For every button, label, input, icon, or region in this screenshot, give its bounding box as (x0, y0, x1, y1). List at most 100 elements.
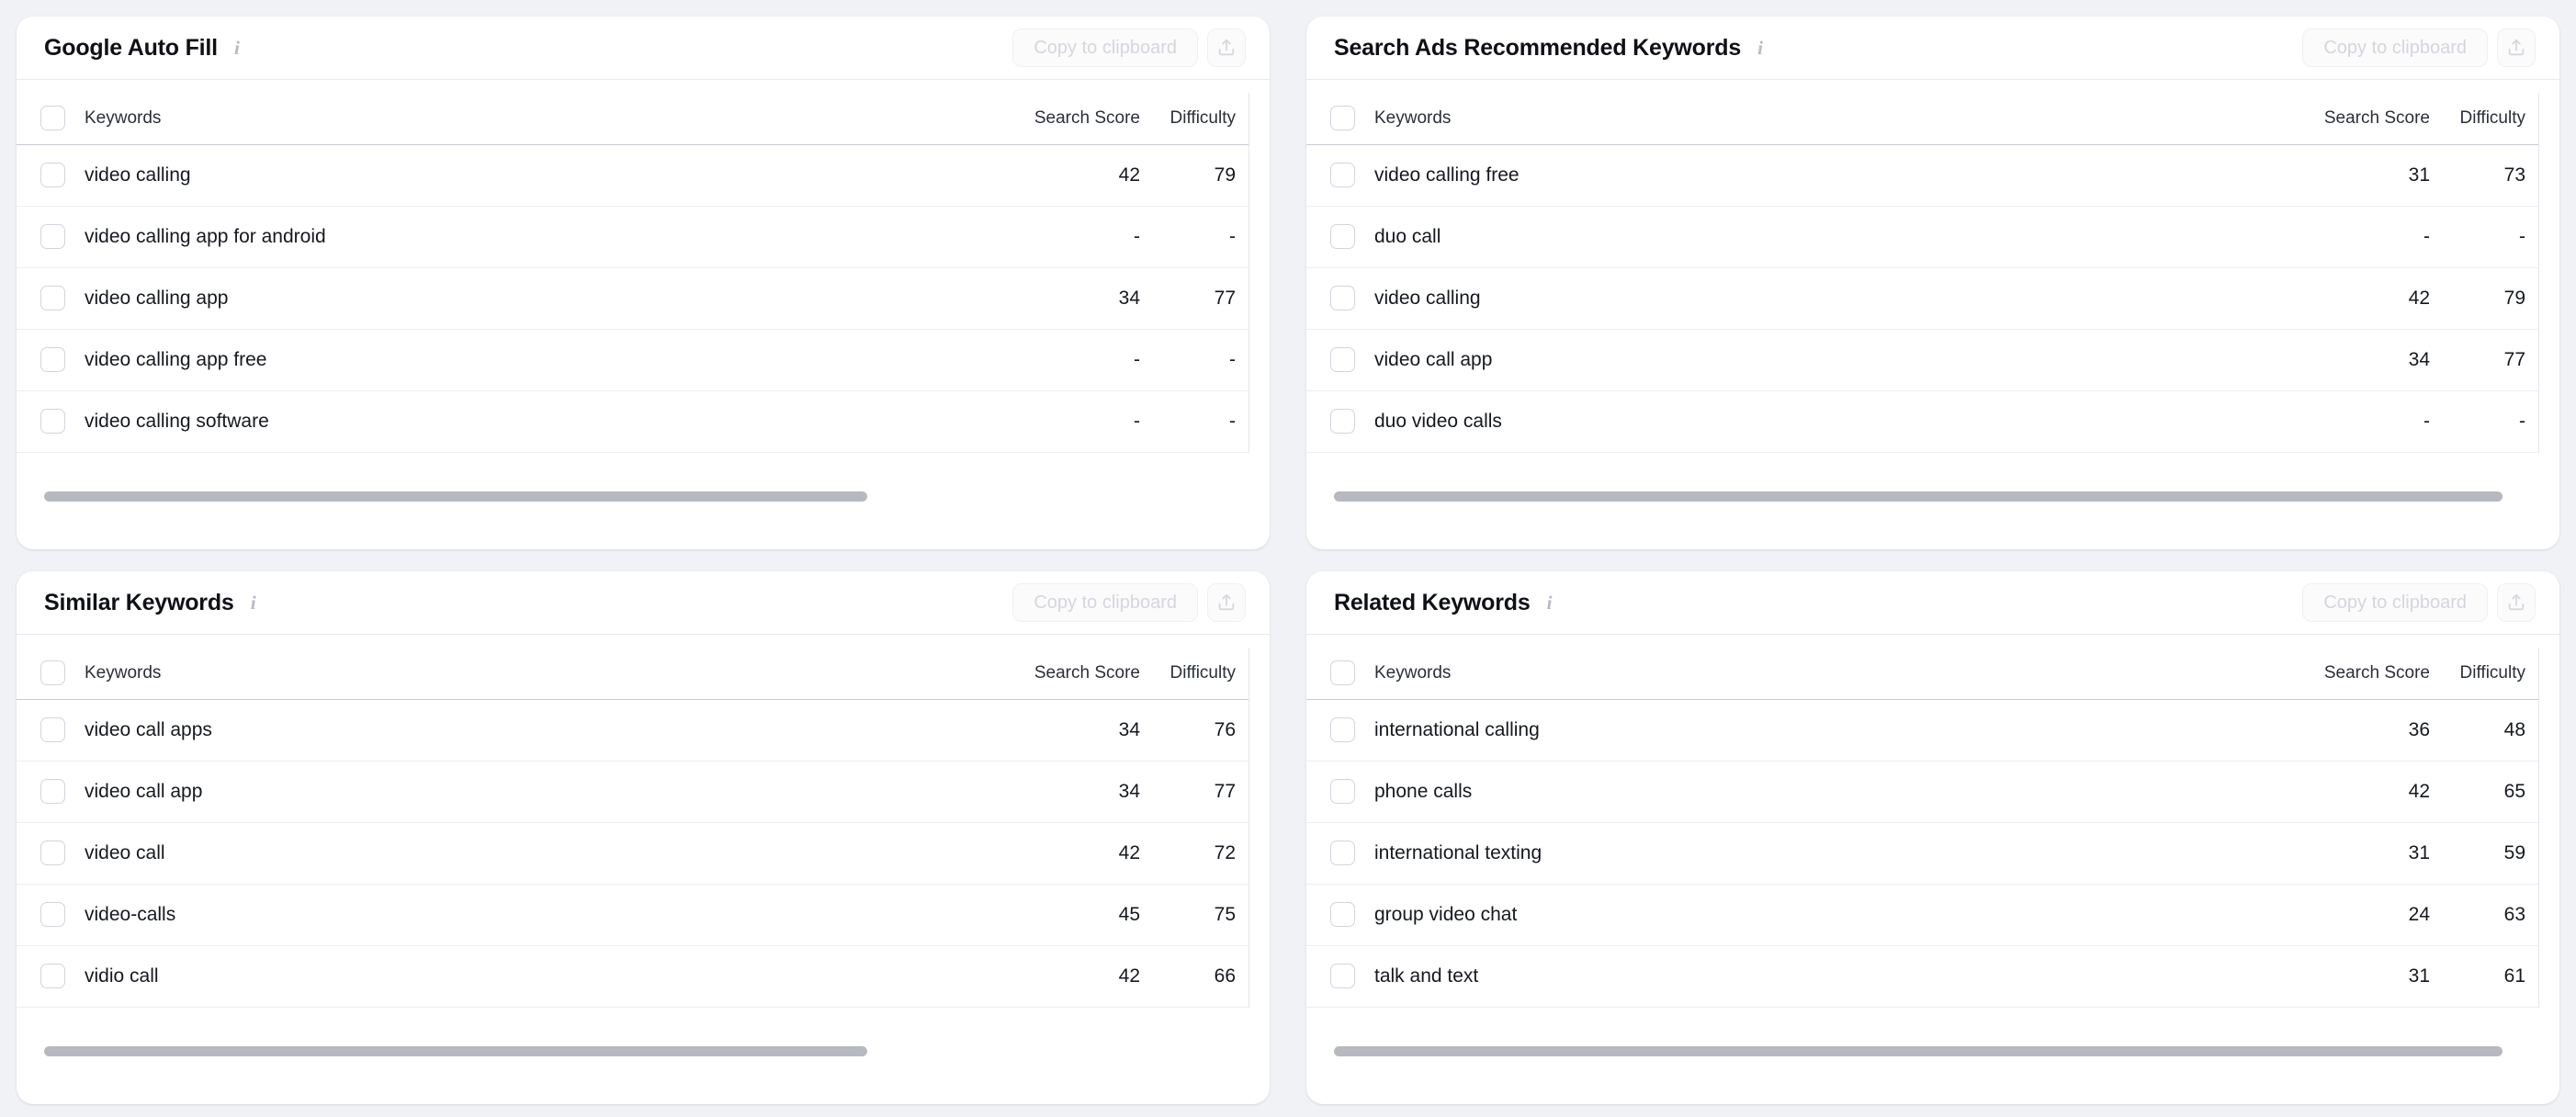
column-header-search-score[interactable]: Search Score (2323, 662, 2430, 683)
select-all-checkbox[interactable] (1330, 106, 1355, 131)
row-checkbox[interactable] (40, 717, 65, 742)
row-select-cell (1306, 390, 1363, 452)
copy-to-clipboard-button[interactable]: Copy to clipboard (1012, 583, 1198, 622)
table-scroll-area[interactable]: Keywords Search Score Difficulty video c… (17, 635, 1270, 1056)
row-checkbox[interactable] (40, 841, 65, 865)
cell-search-score: 34 (2408, 348, 2430, 370)
horizontal-scrollbar[interactable] (1334, 1046, 2526, 1056)
select-all-checkbox[interactable] (40, 106, 65, 131)
row-checkbox[interactable] (40, 163, 65, 187)
row-select-cell (17, 267, 73, 329)
scrollbar-thumb[interactable] (44, 491, 867, 502)
row-checkbox[interactable] (40, 224, 65, 249)
row-checkbox[interactable] (40, 779, 65, 804)
table-row[interactable]: phone calls 42 65 (1306, 761, 2538, 822)
scrollbar-thumb[interactable] (1334, 1046, 2503, 1056)
table-row[interactable]: international texting 31 59 (1306, 822, 2538, 884)
table-row[interactable]: video call apps 34 76 (17, 699, 1248, 761)
row-checkbox[interactable] (1330, 717, 1355, 742)
row-select-cell (17, 144, 73, 206)
cell-difficulty: 73 (2503, 164, 2525, 186)
row-checkbox[interactable] (40, 347, 65, 372)
table-row[interactable]: video calling app for android - - (17, 206, 1248, 267)
copy-to-clipboard-button[interactable]: Copy to clipboard (1012, 28, 1198, 67)
info-icon[interactable]: i (233, 36, 240, 59)
table-scroll-area[interactable]: Keywords Search Score Difficulty video c… (17, 80, 1270, 502)
table-row[interactable]: video calling app 34 77 (17, 267, 1248, 329)
table-row[interactable]: video calling software - - (17, 390, 1248, 452)
row-select-cell (17, 699, 73, 761)
cell-difficulty: - (1229, 410, 1236, 432)
column-header-search-score[interactable]: Search Score (2323, 107, 2430, 128)
export-button[interactable] (1207, 583, 1246, 622)
table-row[interactable]: video calling app free - - (17, 329, 1248, 390)
export-button[interactable] (2497, 28, 2536, 67)
row-checkbox[interactable] (1330, 224, 1355, 249)
column-header-search-score[interactable]: Search Score (1034, 662, 1140, 683)
column-header-difficulty[interactable]: Difficulty (1169, 107, 1236, 128)
row-select-cell (1306, 945, 1363, 1007)
row-checkbox[interactable] (1330, 964, 1355, 988)
row-checkbox[interactable] (1330, 163, 1355, 187)
column-header-difficulty[interactable]: Difficulty (2459, 107, 2525, 128)
card-footer (1306, 1056, 2559, 1104)
scrollbar-thumb[interactable] (1334, 491, 2503, 502)
table-scroll-area[interactable]: Keywords Search Score Difficulty video c… (1306, 80, 2559, 502)
table-row[interactable]: international calling 36 48 (1306, 699, 2538, 761)
info-icon[interactable]: i (250, 591, 256, 614)
column-header-keywords[interactable]: Keywords (1374, 662, 1452, 683)
column-header-keywords[interactable]: Keywords (85, 662, 162, 683)
table-row[interactable]: video calling 42 79 (1306, 267, 2538, 329)
row-checkbox[interactable] (1330, 779, 1355, 804)
card-footer (17, 1056, 1270, 1104)
card-header-actions: Copy to clipboard (2302, 28, 2536, 67)
row-checkbox[interactable] (40, 286, 65, 310)
export-button[interactable] (2497, 583, 2536, 622)
row-checkbox[interactable] (1330, 347, 1355, 372)
column-header-difficulty[interactable]: Difficulty (1169, 662, 1236, 683)
table-row[interactable]: video-calls 45 75 (17, 884, 1248, 945)
table-row[interactable]: vidio call 42 66 (17, 945, 1248, 1007)
table-scroll-area[interactable]: Keywords Search Score Difficulty interna… (1306, 635, 2559, 1056)
cell-difficulty: 61 (2503, 965, 2525, 987)
column-header-keywords[interactable]: Keywords (1374, 107, 1452, 128)
card-title: Google Auto Fill (44, 34, 218, 61)
row-checkbox[interactable] (40, 409, 65, 434)
column-header-difficulty[interactable]: Difficulty (2459, 662, 2525, 683)
table-row[interactable]: group video chat 24 63 (1306, 884, 2538, 945)
row-checkbox[interactable] (1330, 409, 1355, 434)
row-checkbox[interactable] (1330, 841, 1355, 865)
info-icon[interactable]: i (1757, 36, 1763, 59)
table-row[interactable]: video call 42 72 (17, 822, 1248, 884)
copy-to-clipboard-button[interactable]: Copy to clipboard (2302, 28, 2488, 67)
row-checkbox[interactable] (1330, 902, 1355, 927)
cell-difficulty: - (2519, 410, 2525, 432)
cell-search-score: 45 (1118, 903, 1140, 925)
table-row[interactable]: talk and text 31 61 (1306, 945, 2538, 1007)
info-icon[interactable]: i (1546, 591, 1553, 614)
copy-to-clipboard-button[interactable]: Copy to clipboard (2302, 583, 2488, 622)
table-row[interactable]: video calling free 31 73 (1306, 144, 2538, 206)
horizontal-scrollbar[interactable] (1334, 491, 2526, 502)
cell-keyword: talk and text (1374, 965, 1479, 987)
table-row[interactable]: duo video calls - - (1306, 390, 2538, 452)
horizontal-scrollbar[interactable] (44, 1046, 1237, 1056)
column-header-keywords[interactable]: Keywords (85, 107, 162, 128)
export-button[interactable] (1207, 28, 1246, 67)
table-row[interactable]: video calling 42 79 (17, 144, 1248, 206)
select-all-checkbox[interactable] (1330, 660, 1355, 686)
scrollbar-thumb[interactable] (44, 1046, 867, 1056)
table-row[interactable]: video call app 34 77 (1306, 329, 2538, 390)
column-header-search-score[interactable]: Search Score (1034, 107, 1140, 128)
select-all-checkbox[interactable] (40, 660, 65, 686)
horizontal-scrollbar[interactable] (44, 491, 1237, 502)
cell-search-score: 34 (1118, 780, 1140, 802)
row-checkbox[interactable] (1330, 286, 1355, 310)
table-row[interactable]: video call app 34 77 (17, 761, 1248, 822)
cell-search-score: - (1134, 225, 1140, 247)
row-checkbox[interactable] (40, 902, 65, 927)
table-header-row: Keywords Search Score Difficulty (1306, 93, 2538, 144)
table-row[interactable]: duo call - - (1306, 206, 2538, 267)
row-select-cell (1306, 206, 1363, 267)
row-checkbox[interactable] (40, 964, 65, 988)
